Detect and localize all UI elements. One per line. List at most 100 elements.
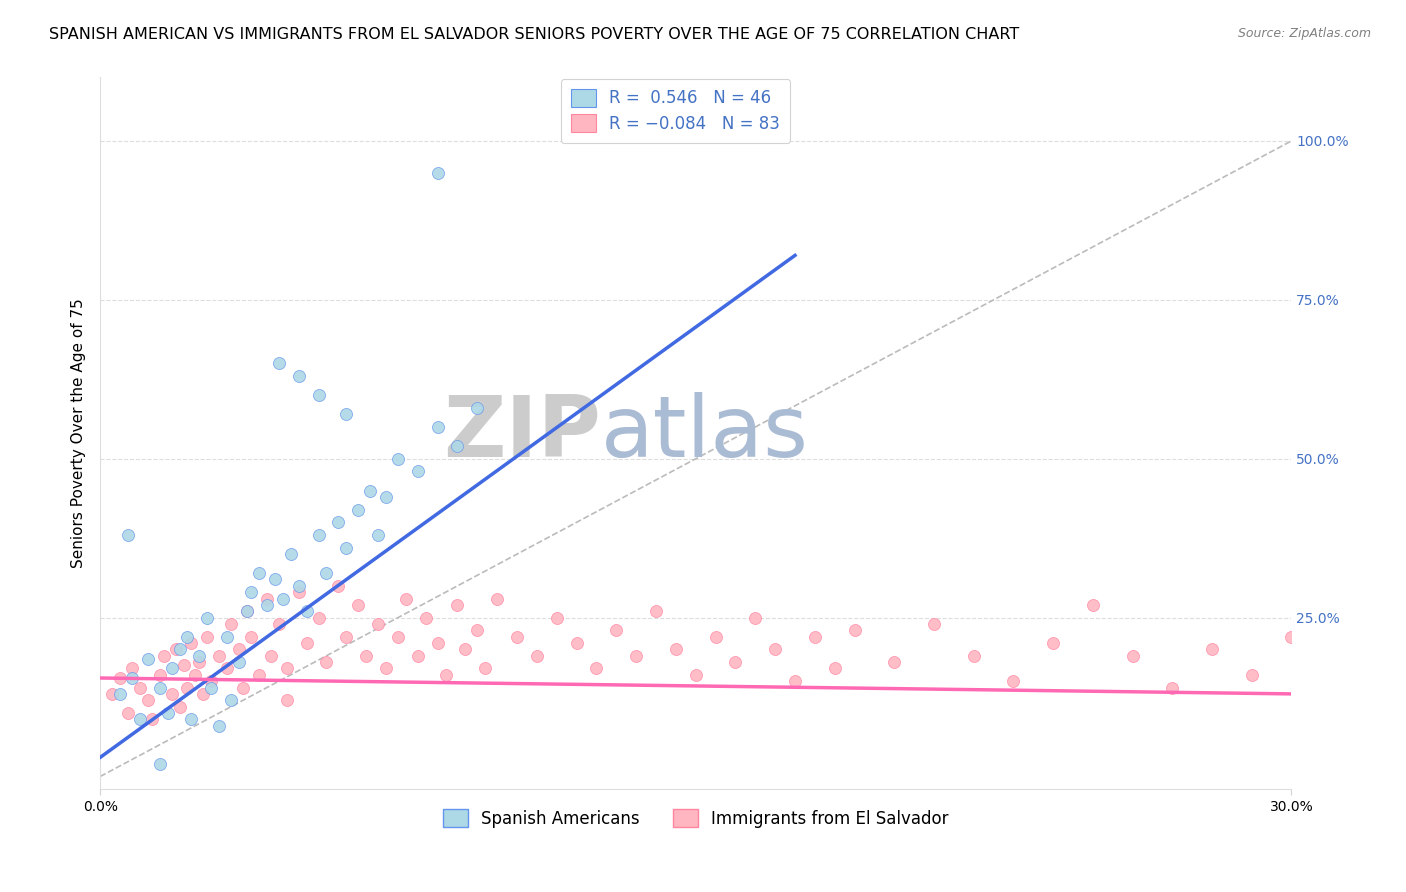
Point [117,528,139,542]
Point [1201,642,1223,657]
Point [267,356,290,370]
Point [149,756,172,771]
Text: atlas: atlas [600,392,808,475]
Point [335,630,357,644]
Point [426,636,449,650]
Point [415,610,437,624]
Point [136,652,159,666]
Point [474,661,496,675]
Point [152,648,174,663]
Point [193,687,215,701]
Point [347,598,370,612]
Point [156,706,179,720]
Point [228,655,250,669]
Point [315,566,337,581]
Point [446,598,468,612]
Point [108,687,131,701]
Point [526,648,548,663]
Point [963,648,986,663]
Point [308,610,330,624]
Point [180,712,202,726]
Point [184,668,207,682]
Point [308,528,330,542]
Point [280,547,302,561]
Point [169,699,191,714]
Point [506,630,529,644]
Point [240,585,263,599]
Point [883,655,905,669]
Point [315,655,337,669]
Point [160,687,183,701]
Point [367,528,389,542]
Point [359,483,381,498]
Point [195,630,218,644]
Point [247,668,270,682]
Point [101,687,124,701]
Point [200,674,222,689]
Point [260,648,283,663]
Point [128,681,150,695]
Point [546,610,568,624]
Point [1240,668,1263,682]
Point [287,579,309,593]
Point [287,585,309,599]
Point [217,661,239,675]
Point [240,630,263,644]
Point [824,661,846,675]
Text: ZIP: ZIP [443,392,600,475]
Point [165,642,187,657]
Point [1081,598,1104,612]
Point [141,712,163,726]
Point [108,671,131,685]
Point [426,166,449,180]
Point [347,502,370,516]
Text: Source: ZipAtlas.com: Source: ZipAtlas.com [1237,27,1371,40]
Point [665,642,688,657]
Point [685,668,707,682]
Point [446,439,468,453]
Point [605,624,627,638]
Point [308,388,330,402]
Point [335,541,357,555]
Point [287,369,309,384]
Point [276,693,298,707]
Point [1002,674,1025,689]
Point [176,630,198,644]
Point [645,604,668,618]
Point [219,693,242,707]
Point [454,642,477,657]
Point [434,668,457,682]
Point [406,648,429,663]
Point [121,661,143,675]
Point [228,642,250,657]
Point [236,604,259,618]
Point [387,630,409,644]
Point [200,681,222,695]
Point [1161,681,1184,695]
Point [467,624,489,638]
Point [136,693,159,707]
Point [375,661,398,675]
Point [367,617,389,632]
Point [236,604,259,618]
Point [763,642,786,657]
Point [169,642,191,657]
Point [149,668,172,682]
Point [295,604,318,618]
Point [173,658,195,673]
Point [1121,648,1143,663]
Point [121,671,143,685]
Point [744,610,766,624]
Point [208,719,231,733]
Point [128,712,150,726]
Point [276,661,298,675]
Point [335,407,357,421]
Point [426,420,449,434]
Point [1279,630,1302,644]
Point [1042,636,1064,650]
Point [180,636,202,650]
Point [922,617,945,632]
Point [271,591,294,606]
Point [565,636,588,650]
Legend: Spanish Americans, Immigrants from El Salvador: Spanish Americans, Immigrants from El Sa… [436,803,956,834]
